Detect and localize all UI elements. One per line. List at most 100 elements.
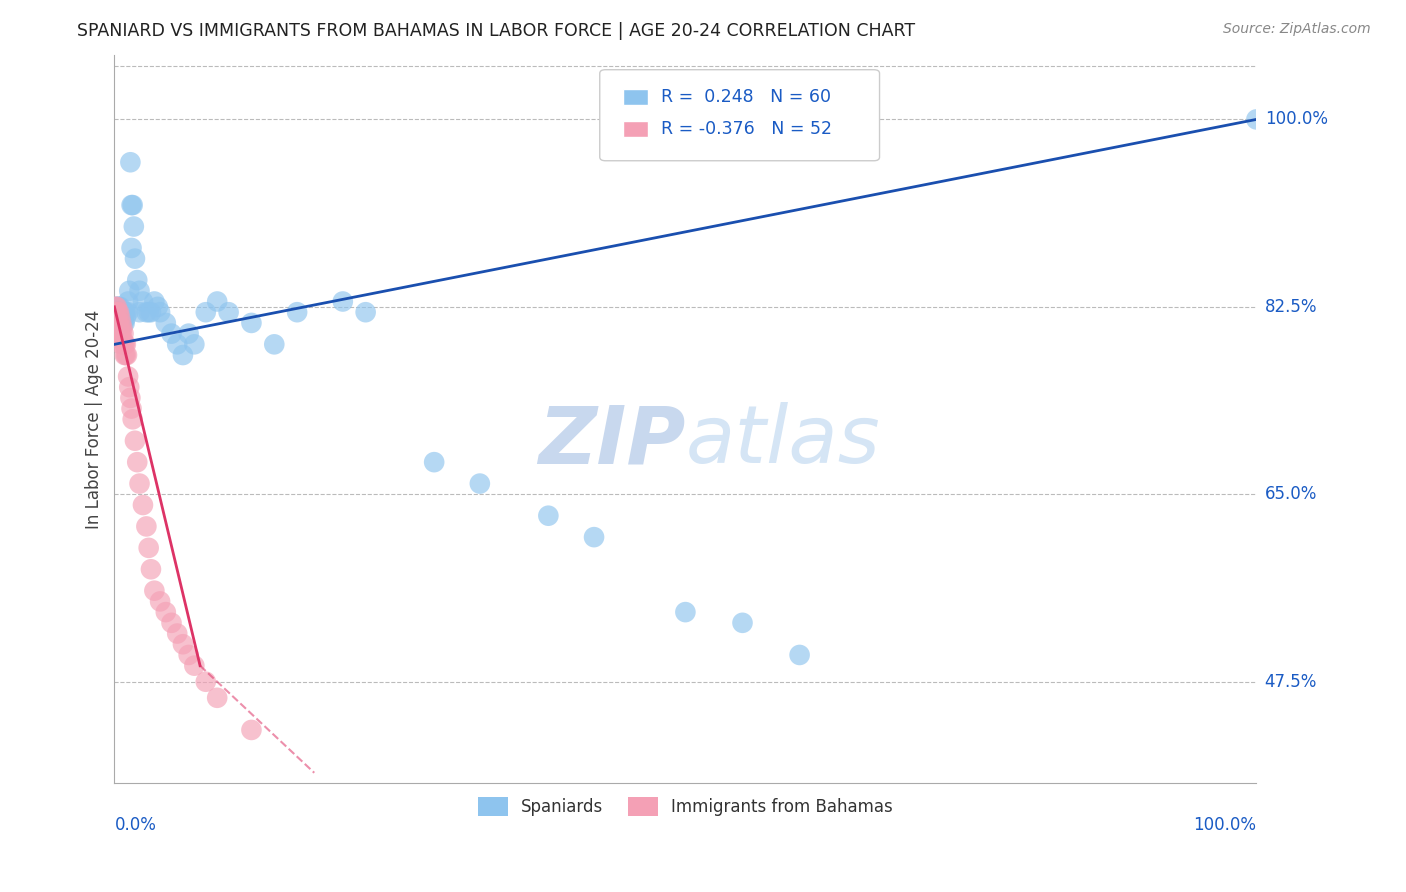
Point	[128, 305, 150, 319]
Point	[143, 583, 166, 598]
Point	[263, 337, 285, 351]
Point	[104, 310, 127, 325]
Point	[138, 305, 160, 319]
Point	[138, 541, 160, 555]
Text: Source: ZipAtlas.com: Source: ZipAtlas.com	[1223, 22, 1371, 37]
Point	[127, 273, 149, 287]
Point	[332, 294, 354, 309]
Point	[104, 300, 127, 314]
Point	[114, 305, 136, 319]
Point	[108, 332, 131, 346]
Point	[108, 300, 131, 314]
Point	[132, 294, 155, 309]
Point	[114, 310, 136, 325]
Point	[127, 455, 149, 469]
Point	[108, 305, 131, 319]
FancyBboxPatch shape	[600, 70, 880, 161]
Point	[105, 300, 128, 314]
Text: ZIP: ZIP	[538, 402, 685, 480]
Point	[120, 391, 142, 405]
Point	[285, 305, 308, 319]
Point	[354, 305, 377, 319]
Point	[117, 369, 139, 384]
Point	[132, 498, 155, 512]
Point	[111, 310, 134, 325]
Point	[121, 401, 143, 416]
Point	[118, 380, 141, 394]
Point	[105, 321, 128, 335]
Point	[114, 348, 136, 362]
Point	[149, 305, 172, 319]
Point	[104, 326, 127, 341]
Point	[122, 219, 145, 234]
Point	[114, 348, 136, 362]
Text: 100.0%: 100.0%	[1194, 816, 1257, 834]
Point	[240, 723, 263, 737]
Point	[110, 326, 132, 341]
Point	[172, 348, 194, 362]
Point	[143, 294, 166, 309]
Point	[120, 155, 142, 169]
Point	[423, 455, 446, 469]
Point	[112, 310, 135, 325]
Point	[121, 198, 143, 212]
Point	[121, 412, 143, 426]
Point	[124, 252, 146, 266]
Point	[112, 326, 135, 341]
Point	[194, 674, 217, 689]
Point	[111, 321, 134, 335]
Point	[104, 305, 127, 319]
Point	[155, 605, 177, 619]
Point	[107, 310, 129, 325]
Point	[121, 198, 143, 212]
Point	[135, 519, 157, 533]
Point	[105, 310, 128, 325]
Point	[107, 326, 129, 341]
Point	[115, 348, 138, 362]
Point	[114, 316, 136, 330]
Point	[111, 305, 134, 319]
Point	[240, 316, 263, 330]
Point	[112, 316, 135, 330]
Y-axis label: In Labor Force | Age 20-24: In Labor Force | Age 20-24	[86, 310, 103, 529]
Text: atlas: atlas	[685, 402, 880, 480]
Point	[105, 305, 128, 319]
Point	[135, 305, 157, 319]
Point	[139, 305, 162, 319]
Legend: Spaniards, Immigrants from Bahamas: Spaniards, Immigrants from Bahamas	[471, 790, 900, 822]
Point	[110, 337, 132, 351]
Point	[117, 294, 139, 309]
Point	[218, 305, 240, 319]
Point	[108, 300, 131, 314]
Point	[108, 316, 131, 330]
Text: 82.5%: 82.5%	[1265, 298, 1317, 316]
Point	[114, 337, 136, 351]
Point	[172, 637, 194, 651]
Point	[110, 316, 132, 330]
Point	[177, 326, 200, 341]
Point	[107, 316, 129, 330]
Point	[166, 337, 188, 351]
Point	[537, 508, 560, 523]
Point	[177, 648, 200, 662]
Text: 65.0%: 65.0%	[1265, 485, 1317, 503]
Bar	[623, 89, 648, 105]
Text: R = -0.376   N = 52: R = -0.376 N = 52	[661, 120, 832, 138]
Point	[110, 305, 132, 319]
Text: R =  0.248   N = 60: R = 0.248 N = 60	[661, 88, 831, 106]
Point	[108, 326, 131, 341]
Text: SPANIARD VS IMMIGRANTS FROM BAHAMAS IN LABOR FORCE | AGE 20-24 CORRELATION CHART: SPANIARD VS IMMIGRANTS FROM BAHAMAS IN L…	[77, 22, 915, 40]
Point	[205, 294, 228, 309]
Point	[108, 305, 131, 319]
Point	[128, 476, 150, 491]
Point	[139, 562, 162, 576]
Point	[583, 530, 606, 544]
Point	[107, 305, 129, 319]
Point	[110, 310, 132, 325]
Point	[183, 337, 205, 351]
Point	[121, 241, 143, 255]
Point	[114, 305, 136, 319]
Point	[104, 300, 127, 314]
Point	[108, 305, 131, 319]
Point	[117, 305, 139, 319]
